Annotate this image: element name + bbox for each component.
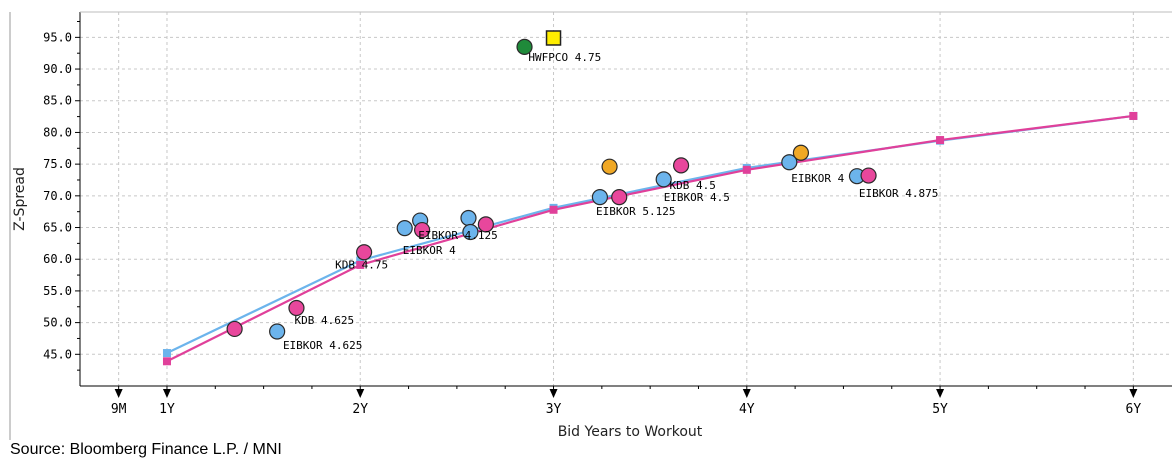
y-tick-label: 90.0 (43, 62, 72, 76)
x-tick-label: 5Y (932, 402, 948, 417)
point-label: KDB 4.5 (669, 179, 715, 192)
bond-point (462, 223, 479, 241)
bond-point (781, 154, 798, 171)
y-tick-label: 95.0 (43, 30, 72, 44)
bond-point (516, 38, 533, 55)
y-axis-title: Z-Spread (12, 167, 28, 231)
y-tick-label: 50.0 (43, 316, 72, 330)
curve-marker (356, 260, 365, 269)
point-label: EIBKOR 4 (791, 172, 844, 185)
y-tick-label: 80.0 (43, 125, 72, 139)
point-label: EIBKOR 4.875 (859, 187, 938, 200)
bond-point (792, 144, 810, 161)
bond-point (356, 244, 373, 261)
y-tick-label: 85.0 (43, 94, 72, 108)
point-label: EIBKOR 4.625 (283, 339, 362, 352)
chart-area: 45.0 50.0 55.0 60.0 65.0 70.0 75.0 80.0 85.0 90.0… (9, 11, 1172, 440)
bond-point (288, 299, 305, 317)
chart-svg: 45.0 50.0 55.0 60.0 65.0 70.0 75.0 80.0 85.0 90.0… (9, 11, 1172, 440)
point-label: EIBKOR 5.125 (596, 205, 675, 218)
x-tick-label: 3Y (546, 402, 562, 417)
x-tick-marker (162, 389, 171, 398)
y-tick-label: 70.0 (43, 189, 72, 203)
bond-point (601, 158, 618, 175)
y-tick-label: 45.0 (43, 347, 72, 361)
bond-point (611, 188, 628, 206)
bond-point (269, 323, 286, 340)
curve-marker (356, 256, 365, 265)
source-note: Source: Bloomberg Finance L.P. / MNI (10, 441, 282, 458)
y-tick-label: 55.0 (43, 284, 72, 298)
x-tick-label: 2Y (352, 402, 368, 417)
highlight-marker (545, 30, 562, 46)
point-label: EIBKOR 4.5 (664, 191, 730, 204)
point-label: EIBKOR 4 (403, 244, 456, 257)
y-tick-label: 75.0 (43, 157, 72, 171)
curve-marker (936, 136, 945, 145)
y-tick-label: 65.0 (43, 221, 72, 235)
curve-marker (742, 165, 751, 174)
point-label: KDB 4.625 (295, 314, 355, 327)
x-tick-label: 9M (111, 402, 127, 417)
curve-marker (549, 205, 558, 214)
point-label: KDB 4.75 (335, 259, 388, 272)
bond-point (413, 221, 431, 239)
x-tick-marker (936, 389, 945, 398)
x-tick-marker (742, 389, 751, 398)
x-axis-title: Bid Years to Workout (558, 424, 703, 440)
bond-point (860, 167, 877, 184)
x-tick-marker (1129, 389, 1138, 398)
curve-line (166, 114, 1134, 363)
point-label: EIBKOR 4.125 (418, 229, 497, 242)
x-tick-label: 6Y (1126, 402, 1142, 417)
curve-marker (1129, 111, 1138, 120)
point-label: HWFPCO 4.75 (528, 51, 601, 64)
bond-point (655, 171, 672, 188)
bond-point (460, 209, 477, 227)
x-tick-label: 1Y (159, 402, 175, 417)
x-tick-marker (356, 389, 365, 398)
x-tick-marker (549, 389, 558, 398)
curve-marker (162, 357, 171, 366)
bond-point (226, 320, 243, 338)
x-tick-label: 4Y (739, 402, 755, 417)
y-tick-label: 60.0 (43, 252, 72, 266)
bond-point (672, 157, 690, 174)
x-tick-marker (114, 389, 123, 398)
bond-point (396, 220, 413, 237)
bond-point (591, 188, 609, 206)
bond-point (477, 216, 494, 233)
curve-marker (162, 349, 171, 358)
